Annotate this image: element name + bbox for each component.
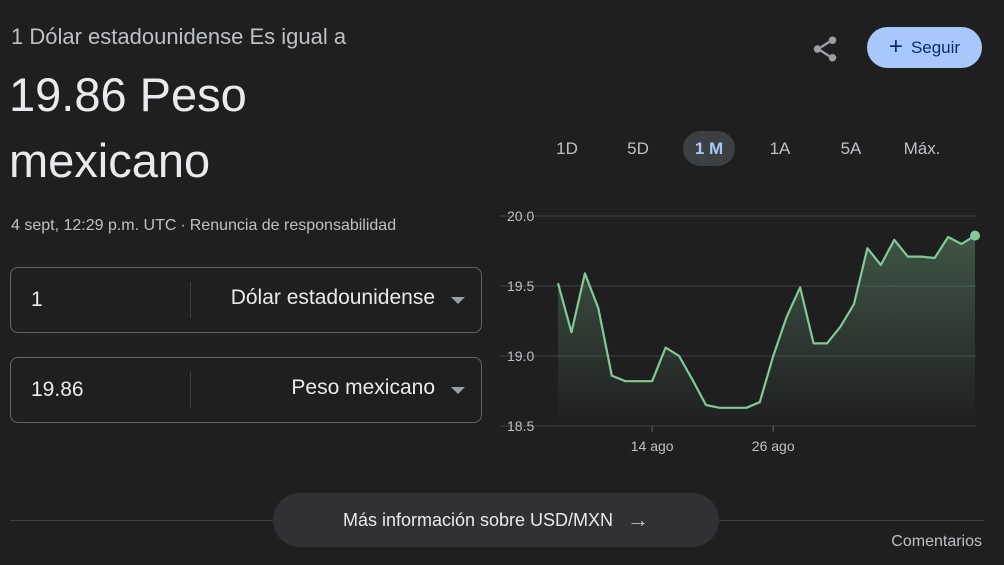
converted-value: 19.86 Peso mexicano [9,68,247,187]
series-line [556,234,976,409]
plus-icon: + [888,32,903,60]
more-info-button[interactable]: Más información sobre USD/MXN → [273,493,719,547]
chart-area-fill [558,235,975,426]
range-tab-5a[interactable]: 5A [840,139,862,158]
from-currency-box: Dólar estadounidense [10,267,482,333]
feedback-link[interactable]: Comentarios [891,533,982,550]
y-tick-label: 19.5 [507,278,534,294]
dropdown-arrow-icon[interactable] [451,387,465,394]
y-tick-label: 18.5 [507,418,534,434]
follow-label: Seguir [910,37,961,57]
range-tab-1a[interactable]: 1A [769,139,791,158]
separator: · [180,217,186,234]
range-tab-5d[interactable]: 5D [627,139,649,158]
exchange-rate-chart: 20.0 19.5 19.0 18.5 14 ago 26 ago [500,208,980,454]
y-tick-label: 19.0 [507,348,534,364]
timestamp-line: 4 sept, 12:29 p.m. UTC · Renuncia de respo… [11,217,396,235]
timestamp: 4 sept, 12:29 p.m. UTC [11,217,177,234]
more-info-label: Más información sobre USD/MXN [342,509,614,530]
range-tab-1-m[interactable]: 1 M [683,131,735,166]
share-icon [813,36,837,62]
to-currency-select[interactable]: Peso mexicano [291,376,435,399]
follow-button[interactable]: + Seguir [867,27,982,68]
from-amount-input[interactable] [31,284,171,316]
result-subtitle: 1 Dólar estadounidense Es igual a [11,24,347,49]
divider [190,282,191,318]
x-tick-label: 26 ago [752,438,795,454]
to-currency-box: Peso mexicano [10,357,482,423]
share-button[interactable] [806,30,844,68]
arrow-right-icon: → [627,507,650,532]
current-value-point [970,230,980,241]
range-tab-1d[interactable]: 1D [556,139,578,158]
dropdown-arrow-icon[interactable] [451,297,465,304]
divider [190,372,191,408]
from-currency-select[interactable]: Dólar estadounidense [230,286,435,309]
range-tabs: 1D 5D 1 M 1A 5A Máx. [540,131,960,167]
disclaimer-link[interactable]: Renuncia de responsabilidad [189,217,397,234]
to-amount-input[interactable] [31,374,171,406]
y-tick-label: 20.0 [507,208,534,224]
range-tab-m-x[interactable]: Máx. [903,139,941,158]
x-tick-label: 14 ago [631,438,674,454]
